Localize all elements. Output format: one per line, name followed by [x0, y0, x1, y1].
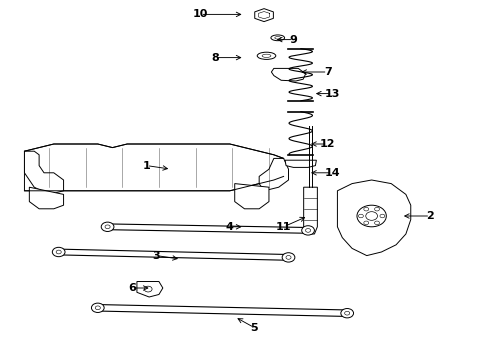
Circle shape — [305, 229, 310, 232]
Circle shape — [365, 212, 377, 220]
Polygon shape — [29, 187, 63, 209]
Circle shape — [285, 256, 290, 259]
Text: 6: 6 — [128, 283, 136, 293]
Circle shape — [344, 311, 349, 315]
Circle shape — [363, 207, 368, 211]
Circle shape — [91, 303, 104, 312]
Polygon shape — [259, 158, 288, 191]
Text: 2: 2 — [426, 211, 433, 221]
Text: 8: 8 — [211, 53, 219, 63]
Circle shape — [101, 222, 114, 231]
Text: 10: 10 — [192, 9, 208, 19]
Circle shape — [363, 221, 368, 225]
Circle shape — [356, 205, 386, 227]
Text: 5: 5 — [250, 323, 258, 333]
Circle shape — [340, 309, 353, 318]
Text: 3: 3 — [152, 251, 160, 261]
Text: 7: 7 — [323, 67, 331, 77]
Circle shape — [52, 247, 65, 257]
Text: 11: 11 — [275, 222, 291, 232]
Text: 13: 13 — [324, 89, 340, 99]
Text: 1: 1 — [142, 161, 150, 171]
Text: 12: 12 — [319, 139, 335, 149]
Polygon shape — [137, 282, 163, 297]
Circle shape — [374, 207, 379, 211]
Text: 14: 14 — [324, 168, 340, 178]
Polygon shape — [337, 180, 410, 256]
Ellipse shape — [274, 37, 280, 39]
Circle shape — [144, 286, 152, 292]
Polygon shape — [271, 68, 305, 81]
Polygon shape — [24, 151, 63, 194]
Ellipse shape — [262, 54, 270, 57]
Circle shape — [374, 221, 379, 225]
Ellipse shape — [270, 35, 284, 41]
Circle shape — [105, 225, 110, 229]
Circle shape — [379, 214, 384, 218]
Circle shape — [56, 250, 61, 254]
Text: 9: 9 — [289, 35, 297, 45]
Circle shape — [95, 306, 100, 310]
Polygon shape — [24, 144, 283, 191]
Polygon shape — [285, 160, 316, 167]
Circle shape — [358, 214, 363, 218]
Circle shape — [282, 253, 294, 262]
Text: 4: 4 — [225, 222, 233, 232]
Polygon shape — [303, 187, 317, 234]
Polygon shape — [254, 9, 273, 22]
Polygon shape — [234, 184, 268, 209]
Circle shape — [301, 226, 314, 235]
Ellipse shape — [257, 52, 275, 59]
